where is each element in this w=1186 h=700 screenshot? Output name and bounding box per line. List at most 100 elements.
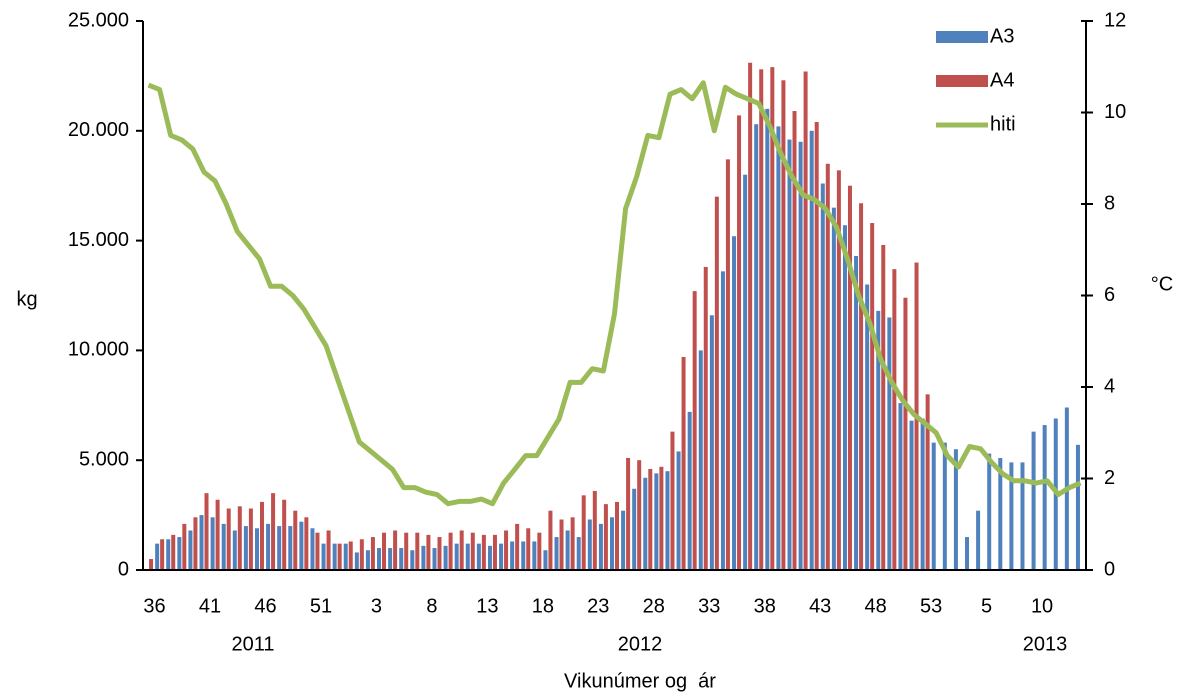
bar bbox=[998, 458, 1003, 570]
bar bbox=[182, 523, 187, 570]
y2-tick-label: 0 bbox=[1104, 558, 1115, 580]
bar bbox=[925, 394, 930, 570]
bar bbox=[942, 442, 947, 570]
bar bbox=[204, 493, 209, 570]
bar bbox=[432, 548, 437, 570]
bar bbox=[388, 548, 393, 570]
x-tick-label: 51 bbox=[310, 595, 332, 617]
bar bbox=[348, 541, 353, 570]
y-tick-label: 10.000 bbox=[68, 339, 129, 361]
bar bbox=[259, 501, 264, 570]
bar bbox=[515, 523, 520, 570]
x-tick-label: 23 bbox=[587, 595, 609, 617]
bar bbox=[765, 108, 770, 570]
bar bbox=[526, 528, 531, 570]
bar bbox=[787, 139, 792, 571]
bar bbox=[266, 523, 271, 570]
bar bbox=[492, 534, 497, 570]
bar bbox=[659, 466, 664, 570]
bar bbox=[321, 543, 326, 570]
y2-tick-label: 12 bbox=[1104, 9, 1126, 31]
bar bbox=[293, 510, 298, 570]
bar bbox=[887, 317, 892, 570]
bar bbox=[854, 255, 859, 571]
x-tick-label: 10 bbox=[1031, 595, 1053, 617]
bar bbox=[637, 460, 642, 570]
bar bbox=[1031, 431, 1036, 570]
bar bbox=[1075, 444, 1080, 570]
bar bbox=[177, 537, 182, 570]
bar bbox=[814, 122, 819, 571]
bar bbox=[248, 508, 253, 570]
bar bbox=[382, 532, 387, 570]
y2-tick-label: 10 bbox=[1104, 101, 1126, 123]
x-tick-label: 28 bbox=[643, 595, 665, 617]
bar bbox=[770, 67, 775, 570]
bar bbox=[931, 442, 936, 570]
y-axis-label: kg bbox=[16, 288, 37, 310]
bar bbox=[476, 543, 481, 570]
bar bbox=[299, 521, 304, 570]
bar bbox=[521, 541, 526, 570]
bar bbox=[610, 517, 614, 570]
x-axis-label: Vikunúmer og ár bbox=[564, 670, 716, 692]
bar bbox=[193, 517, 198, 570]
bar bbox=[865, 284, 870, 570]
bar bbox=[876, 310, 881, 570]
x-tick-label: 53 bbox=[920, 595, 942, 617]
bar bbox=[648, 468, 653, 570]
bar bbox=[809, 130, 814, 571]
bar bbox=[847, 185, 852, 570]
x-tick-label: 5 bbox=[981, 595, 992, 617]
bar bbox=[282, 499, 287, 570]
bar bbox=[976, 510, 981, 570]
bar bbox=[171, 534, 176, 570]
bar bbox=[842, 225, 847, 570]
bar bbox=[277, 526, 282, 570]
y-tick-label: 20.000 bbox=[68, 119, 129, 141]
bar bbox=[598, 523, 603, 570]
bar bbox=[621, 510, 626, 570]
bar bbox=[592, 490, 597, 570]
bar bbox=[459, 530, 464, 570]
bar bbox=[465, 543, 470, 570]
x-tick-label: 46 bbox=[254, 595, 276, 617]
year-label: 2012 bbox=[618, 633, 663, 655]
bar bbox=[803, 71, 808, 571]
bar bbox=[687, 411, 692, 570]
x-tick-label: 33 bbox=[698, 595, 720, 617]
bar bbox=[1042, 425, 1047, 570]
bar bbox=[737, 115, 742, 570]
bar bbox=[703, 266, 708, 570]
bar bbox=[709, 315, 714, 570]
y2-axis-label: °C bbox=[1151, 273, 1173, 295]
legend-label: hiti bbox=[990, 113, 1016, 135]
bar bbox=[665, 471, 670, 570]
bar bbox=[226, 508, 231, 570]
legend-label: A4 bbox=[990, 69, 1014, 91]
bar bbox=[603, 504, 608, 570]
bar bbox=[754, 124, 759, 570]
bar bbox=[288, 526, 293, 570]
bar bbox=[615, 501, 619, 570]
bar bbox=[487, 545, 492, 570]
x-tick-label: 41 bbox=[199, 595, 221, 617]
bar bbox=[759, 69, 764, 570]
x-tick-label: 3 bbox=[371, 595, 382, 617]
bar bbox=[898, 403, 903, 570]
bar bbox=[748, 62, 753, 570]
y-tick-label: 0 bbox=[118, 558, 129, 580]
bar bbox=[965, 537, 970, 570]
bar bbox=[725, 159, 730, 570]
bar bbox=[315, 532, 320, 570]
bar bbox=[437, 537, 442, 570]
bar bbox=[570, 517, 575, 570]
bar bbox=[155, 543, 160, 570]
bar bbox=[543, 550, 548, 570]
bar bbox=[781, 80, 786, 571]
bar bbox=[393, 530, 398, 570]
bar bbox=[820, 183, 825, 570]
bar bbox=[421, 545, 426, 570]
legend-swatch bbox=[936, 31, 988, 43]
bar bbox=[332, 543, 337, 570]
